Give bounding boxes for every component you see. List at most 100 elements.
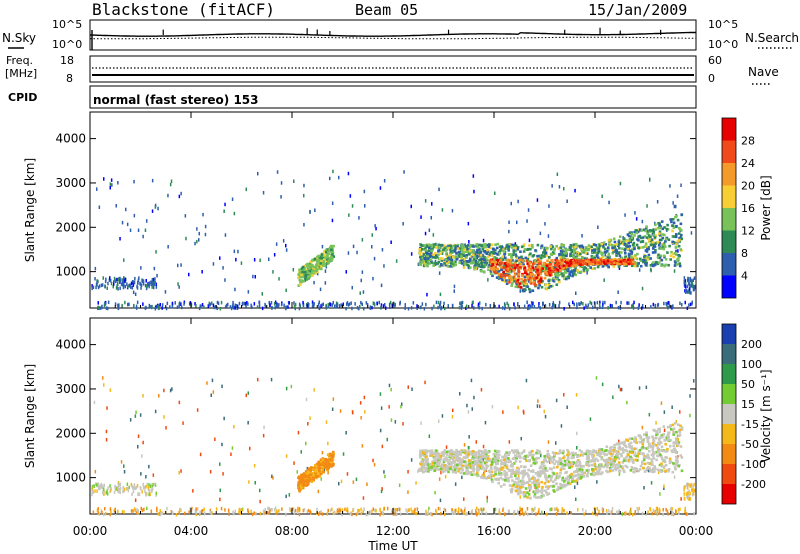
echo-cell [594, 457, 598, 461]
echo-cell [539, 272, 543, 276]
echo-cell [220, 300, 223, 305]
echo-cell [509, 253, 513, 256]
echo-cell [638, 303, 640, 307]
echo-cell [605, 509, 608, 513]
echo-cell [498, 264, 502, 267]
echo-cell [277, 304, 279, 308]
echo-cell [330, 246, 334, 250]
echo-cell [552, 270, 555, 273]
echo-cell [444, 508, 447, 512]
echo-cell [674, 459, 678, 462]
echo-cell [482, 458, 484, 462]
echo-cell [689, 302, 692, 307]
echo-cell [669, 460, 673, 464]
echo-cell [134, 276, 136, 281]
echo-cell [311, 468, 315, 471]
echo-cell [364, 410, 366, 414]
echo-cell [480, 262, 483, 265]
echo-cell [495, 271, 498, 275]
echo-cell [669, 258, 672, 261]
echo-cell [633, 247, 636, 251]
echo-cell [680, 213, 684, 216]
echo-cell [453, 510, 456, 515]
echo-cell [307, 305, 309, 309]
echo-cell [211, 511, 213, 515]
echo-cell [649, 239, 653, 243]
echo-cell [542, 461, 546, 464]
echo-cell [518, 266, 522, 269]
colorbar-segment [722, 230, 736, 253]
echo-cell [641, 443, 645, 446]
echo-cell [110, 281, 113, 286]
echo-cell [357, 508, 359, 513]
echo-cell [521, 272, 524, 276]
cpid-strip-frame [89, 85, 697, 109]
echo-cell [614, 248, 618, 251]
echo-cell [665, 438, 669, 442]
echo-cell [496, 253, 499, 256]
echo-cell [559, 249, 563, 253]
echo-cell [586, 305, 588, 310]
echo-cell [224, 305, 227, 309]
echo-cell [549, 271, 553, 274]
echo-cell [287, 305, 289, 309]
echo-cell [551, 507, 553, 511]
echo-cell [449, 256, 453, 259]
echo-cell [469, 266, 472, 269]
echo-cell [505, 245, 508, 248]
echo-cell [92, 285, 95, 290]
echo-cell [546, 264, 549, 267]
echo-cell [361, 444, 364, 448]
echo-cell [419, 253, 422, 257]
echo-cell [292, 507, 295, 511]
echo-cell [155, 282, 157, 286]
echo-cell [615, 463, 619, 466]
echo-cell [258, 300, 261, 305]
echo-cell [573, 470, 576, 474]
echo-cell [671, 470, 675, 474]
echo-cell [574, 245, 577, 249]
echo-cell [477, 302, 480, 307]
echo-cell [257, 377, 259, 382]
echo-cell [118, 303, 120, 307]
echo-cell [293, 301, 295, 305]
echo-cell [388, 383, 391, 388]
echo-cell [401, 402, 403, 406]
echo-cell [691, 284, 694, 289]
echo-cell [180, 508, 182, 512]
echo-cell [439, 292, 442, 297]
echo-cell [201, 270, 203, 274]
echo-cell [342, 452, 345, 456]
echo-cell [196, 227, 198, 231]
echo-cell [491, 263, 494, 266]
echo-cell [638, 386, 641, 390]
echo-cell [523, 271, 527, 275]
echo-cell [234, 306, 236, 310]
echo-cell [417, 262, 420, 266]
echo-cell [508, 509, 511, 514]
echo-cell [457, 469, 460, 473]
echo-cell [491, 274, 494, 278]
echo-cell [320, 259, 323, 262]
echo-cell [134, 486, 137, 490]
echo-cell [678, 238, 681, 242]
echo-cell [509, 266, 513, 269]
echo-cell [606, 246, 610, 249]
echo-cell [144, 485, 146, 490]
echo-cell [581, 263, 585, 266]
echo-cell [475, 251, 479, 254]
echo-cell [502, 508, 504, 513]
echo-cell [637, 246, 641, 250]
echo-cell [461, 304, 463, 309]
echo-cell [631, 258, 634, 262]
echo-cell [307, 302, 309, 306]
echo-cell [124, 284, 126, 289]
echo-cell [223, 416, 225, 421]
echo-cell [252, 274, 254, 279]
echo-cell [678, 254, 681, 258]
echo-cell [482, 238, 485, 243]
echo-cell [632, 461, 635, 464]
echo-cell [549, 245, 552, 248]
echo-cell [527, 474, 530, 477]
echo-cell [641, 239, 645, 243]
